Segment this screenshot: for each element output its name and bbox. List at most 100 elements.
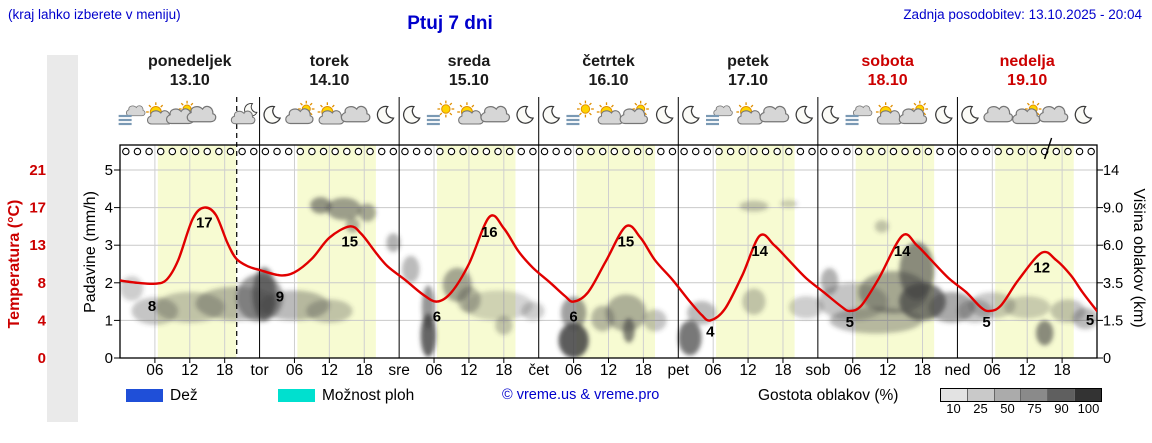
tick-temp: 17 [29,200,46,217]
day-header: petek 17.10 [678,52,818,90]
tick-x: 18 [635,362,652,379]
density-segment [941,389,967,401]
fog-sun-icon [426,100,455,126]
density-tick-label: 25 [973,401,988,416]
tick-cloud: 14 [1103,163,1119,179]
temp-value: 5 [1086,312,1094,329]
cloud-cover-circle [575,147,584,156]
cloud-cover-circle [622,147,630,156]
moon-icon [516,105,535,124]
cloud-cover-circle [459,147,467,156]
tick-temp: 13 [29,237,46,254]
tick-x: 12 [321,362,338,379]
cloud-cover-circle [1029,147,1037,156]
cloud-cover-circle [912,147,921,156]
fog-icon [118,105,146,126]
cloud-cover-circle [156,147,165,156]
page-title: Ptuj 7 dni [407,13,493,34]
cloud-icon [480,105,511,123]
sun-cloud-icon [875,102,903,125]
moon-icon [795,105,814,124]
tick-x: 18 [356,362,373,379]
tick-precip: 0 [105,350,113,367]
tick-x: ned [944,362,970,379]
cloud-blob [623,318,635,343]
cloud-blob [739,200,769,212]
cloud-icon [340,105,371,123]
cloud-cover-circle [366,147,374,156]
tick-cloud: 1.5 [1103,313,1123,329]
cloud-cover-circle [831,147,840,156]
cloud-blob [742,288,766,315]
tick-x: 18 [774,362,791,379]
cloud-blob [120,276,144,301]
moon-icon [263,105,282,124]
tick-x: 06 [425,362,442,379]
density-segment [993,389,1021,401]
copyright-link[interactable]: © vreme.us & vreme.pro [502,387,660,403]
moon-icon [542,105,561,124]
moon-icon [935,105,953,124]
cloud-cover-circle [598,147,607,156]
moon-icon [655,105,674,124]
cloud-blob [402,255,420,283]
cloud-cover-circle [343,147,351,156]
cloud-cover-circle [854,147,863,156]
cloud-cover-circle [1075,147,1084,156]
tick-precip: 2 [105,275,113,292]
cloud-cover-circle [1017,147,1026,156]
tick-x: 06 [146,362,163,379]
cloud-cover-circle [680,147,688,156]
day-header: četrtek 16.10 [539,52,679,90]
cloud-icon [983,105,1014,123]
cloud-sun-icon [619,100,649,125]
day-name: sobota [861,53,914,70]
tick-x: 12 [739,362,756,379]
temp-axis-title: Temperatura (°C) [6,199,23,329]
temp-value: 9 [276,288,284,305]
tick-x: 06 [984,362,1001,379]
tick-x: 06 [705,362,722,379]
cloud-cover-circle [494,147,502,156]
cloud-blob [358,203,376,222]
tick-precip: 4 [105,200,113,217]
temp-value: 15 [618,233,635,250]
tick-x: 18 [1053,362,1070,379]
cloud-cover-circle [517,147,526,156]
cloud-cover-circle [901,147,909,156]
temp-value: 17 [196,215,213,232]
last-update: Zadnja posodobitev: 13.10.2025 - 20:04 [903,7,1142,22]
density-tick-label: 90 [1054,401,1069,416]
cloud-icon [186,105,217,123]
tick-x: 18 [914,362,931,379]
cloud-cover-circle [133,147,142,156]
fog-icon [705,105,733,126]
sun-cloud-icon [596,102,624,125]
sun-cloud-icon [736,102,764,125]
cloud-cover-circle [191,147,200,156]
tick-x: 18 [495,362,512,379]
tick-x: 12 [460,362,477,379]
cloud-sun-icon [1012,100,1042,125]
cloud-cover-circle [482,147,491,156]
cloud-cover-circle [1087,147,1095,156]
cloud-blob [1035,320,1054,346]
day-header: sreda 15.10 [399,52,539,90]
temp-value: 4 [706,323,715,340]
cloud-blob [969,292,1016,319]
cloud-cover-circle [924,147,933,156]
cloud-cover-circle [1064,147,1072,156]
cloud-cover-circle [761,147,770,156]
day-date: 19.10 [1007,72,1048,89]
day-date: 15.10 [448,72,489,89]
cloud-icon [1038,105,1069,123]
cloud-cover-circle [959,147,967,156]
cloud-cover-circle [587,147,595,156]
cloud-cover-circle [424,147,432,156]
rain-label: Dež [170,387,198,404]
density-segment [1020,389,1048,401]
tick-x: pet [668,362,690,379]
day-date: 16.10 [588,72,629,89]
cloud-cover-circle [691,147,700,156]
